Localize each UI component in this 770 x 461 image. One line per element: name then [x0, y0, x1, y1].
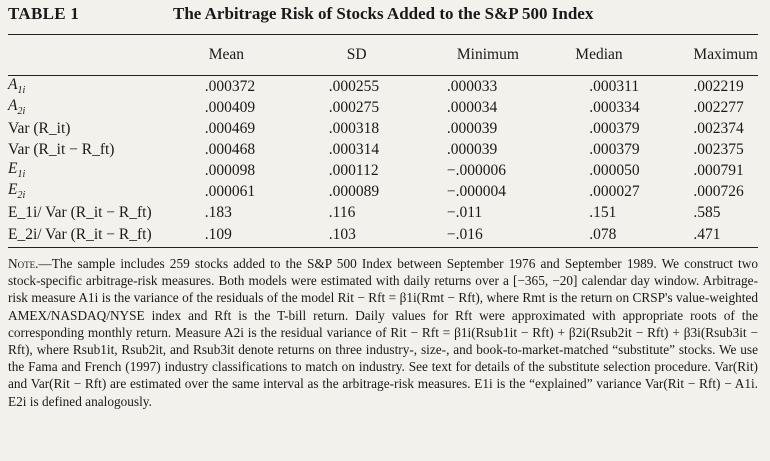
cell-minimum: .000034: [446, 98, 498, 116]
cell-mean: .109: [156, 223, 311, 248]
cell-maximum: .002374: [693, 119, 744, 137]
row-label: E_1i/ Var (R_it − R_ft): [8, 203, 152, 221]
row-label: E1i: [8, 160, 26, 181]
table-note: Note.—The sample includes 259 stocks add…: [8, 255, 758, 410]
table-row: E2i .000061 .000089 −.000004 .000027 .00…: [8, 181, 758, 202]
note-head: Note.: [8, 256, 39, 271]
cell-maximum: .002277: [693, 98, 744, 116]
row-label: E2i: [8, 181, 26, 202]
cell-median: .078: [553, 223, 688, 248]
table-row: E1i .000098 .000112 −.000006 .000050 .00…: [8, 160, 758, 181]
cell-minimum: .000039: [446, 119, 498, 137]
cell-sd: .116: [328, 203, 356, 221]
cell-median: .151: [589, 203, 617, 221]
cell-sd: .000112: [328, 161, 379, 179]
cell-maximum: .000726: [693, 182, 744, 200]
cell-minimum: −.000006: [446, 161, 506, 179]
cell-maximum: .585: [693, 203, 721, 221]
cell-sd: .000275: [328, 98, 380, 116]
cell-maximum: .002219: [687, 75, 758, 97]
table-row: E_1i/ Var (R_it − R_ft) .183 .116 −.011 …: [8, 202, 758, 223]
cell-minimum: −.016: [426, 223, 554, 248]
cell-sd: .103: [310, 223, 427, 248]
cell-mean: .000469: [204, 119, 256, 137]
cell-median: .000379: [589, 119, 640, 137]
row-label: E_2i/ Var (R_it − R_ft): [8, 223, 157, 248]
data-table: Mean SD Minimum Median Maximum A1i .0003…: [8, 35, 758, 248]
cell-sd: .000255: [310, 75, 427, 97]
cell-mean: .000372: [156, 75, 311, 97]
row-label: A2i: [8, 97, 26, 118]
column-header-maximum: Maximum: [693, 46, 758, 63]
row-label: A1i: [8, 75, 157, 97]
row-label: Var (R_it): [8, 119, 71, 137]
cell-median: .000379: [589, 140, 640, 158]
column-header-mean: Mean: [208, 46, 245, 63]
cell-mean: .000098: [204, 161, 256, 179]
table-row: Var (R_it − R_ft) .000468 .000314 .00003…: [8, 139, 758, 160]
row-label: Var (R_it − R_ft): [8, 140, 115, 158]
table-label: TABLE 1: [8, 4, 80, 23]
cell-minimum: .000039: [446, 140, 498, 158]
cell-minimum: −.000004: [446, 182, 506, 200]
cell-median: .000027: [589, 182, 640, 200]
column-header-minimum: Minimum: [456, 46, 519, 63]
cell-minimum: −.011: [446, 203, 483, 221]
cell-maximum: .471: [687, 223, 758, 248]
cell-sd: .000318: [328, 119, 380, 137]
column-header-row: Mean SD Minimum Median Maximum: [8, 35, 758, 76]
column-header-median: Median: [575, 46, 623, 63]
row-label-header: [8, 35, 157, 76]
table-row: Var (R_it) .000469 .000318 .000039 .0003…: [8, 118, 758, 139]
cell-maximum: .002375: [693, 140, 744, 158]
cell-maximum: .000791: [693, 161, 744, 179]
table-row: E_2i/ Var (R_it − R_ft) .109 .103 −.016 …: [8, 223, 758, 248]
cell-sd: .000089: [328, 182, 380, 200]
table-row: A1i .000372 .000255 .000033 .000311 .002…: [8, 75, 758, 97]
note-text: —The sample includes 259 stocks added to…: [8, 256, 758, 409]
cell-minimum: .000033: [426, 75, 554, 97]
cell-mean: .000409: [204, 98, 256, 116]
cell-median: .000050: [589, 161, 640, 179]
column-header-sd: SD: [346, 46, 367, 63]
table-title: The Arbitrage Risk of Stocks Added to th…: [173, 4, 594, 23]
table-row: A2i .000409 .000275 .000034 .000334 .002…: [8, 97, 758, 118]
cell-mean: .000061: [204, 182, 256, 200]
table-header: TABLE 1 The Arbitrage Risk of Stocks Add…: [8, 4, 758, 35]
cell-sd: .000314: [328, 140, 380, 158]
cell-mean: .183: [204, 203, 232, 221]
cell-mean: .000468: [204, 140, 256, 158]
cell-median: .000311: [553, 75, 688, 97]
cell-median: .000334: [589, 98, 640, 116]
